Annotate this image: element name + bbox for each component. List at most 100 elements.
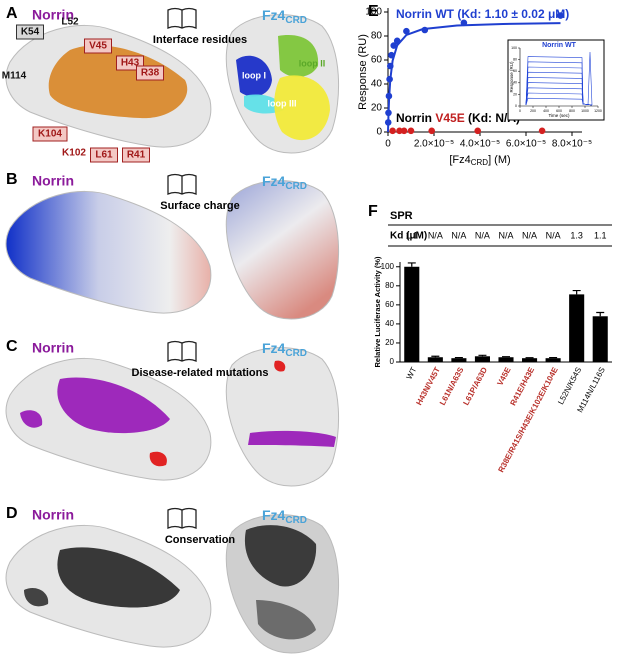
panel: B Norrin Fz4CRD Surface charge bbox=[5, 171, 339, 320]
book-icon bbox=[167, 340, 197, 362]
panel-letter: E bbox=[368, 3, 379, 20]
protein-name: Norrin bbox=[32, 340, 74, 356]
y-tick-label: 0 bbox=[515, 104, 517, 108]
protein-surface bbox=[225, 347, 339, 487]
data-point bbox=[407, 127, 415, 135]
protein-surface bbox=[225, 180, 339, 320]
protein-name: Norrin bbox=[32, 507, 74, 523]
panel-caption: Conservation bbox=[165, 534, 236, 546]
data-point bbox=[428, 127, 436, 135]
surface-patch bbox=[48, 45, 188, 119]
panel-caption: Surface charge bbox=[160, 200, 239, 212]
y-tick-label: 80 bbox=[371, 31, 383, 42]
y-tick-label: 20 bbox=[385, 338, 394, 347]
y-tick-label: 80 bbox=[513, 58, 517, 62]
y-tick-label: 20 bbox=[513, 92, 517, 96]
text-part: Norrin bbox=[396, 111, 435, 125]
data-point bbox=[403, 27, 410, 35]
book-icon bbox=[167, 507, 197, 529]
spr-title: SPR bbox=[390, 210, 413, 222]
x-tick-label: WT bbox=[405, 366, 419, 381]
surface-patch bbox=[244, 525, 317, 587]
x-tick-label: 6.0×10⁻⁵ bbox=[506, 139, 546, 150]
error-bar bbox=[454, 357, 463, 359]
bar bbox=[498, 357, 514, 362]
x-tick-label: 800 bbox=[569, 109, 575, 113]
label-box bbox=[84, 38, 112, 54]
x-axis-label: [Fz4CRD] (M) bbox=[449, 154, 510, 167]
text-part: V45E bbox=[435, 111, 464, 125]
sensorgram bbox=[587, 51, 593, 106]
panel-letter: B bbox=[6, 171, 18, 188]
error-bar bbox=[502, 356, 510, 358]
y-tick-label: 40 bbox=[513, 81, 517, 85]
protein-name: Norrin bbox=[32, 173, 74, 189]
x-tick-label: 400 bbox=[543, 109, 549, 113]
book-icon bbox=[167, 7, 197, 29]
panel-caption: Disease-related mutations bbox=[132, 367, 269, 379]
residue-label: V45 bbox=[89, 41, 107, 52]
surface-patch bbox=[248, 430, 336, 447]
kd-value: N/A bbox=[522, 230, 537, 240]
kd-value: N/A bbox=[475, 230, 490, 240]
y-axis-label: Response (RU) bbox=[357, 34, 369, 110]
surface-patch bbox=[256, 600, 316, 640]
kd-value: N/A bbox=[428, 230, 443, 240]
protein-name: Fz4CRD bbox=[262, 507, 307, 526]
y-axis-label: Relative Luciferase Activity (%) bbox=[373, 256, 382, 368]
residue-label: H43 bbox=[121, 58, 140, 69]
label-box bbox=[122, 147, 150, 163]
bar bbox=[569, 294, 585, 362]
error-bar bbox=[572, 289, 581, 295]
y-tick-label: 40 bbox=[385, 319, 394, 328]
panel-letter: C bbox=[6, 338, 18, 355]
label-box bbox=[32, 126, 68, 142]
kd-value: 1.3 bbox=[570, 230, 583, 240]
data-point bbox=[400, 127, 408, 135]
panel: A Norrin Fz4CRD Interface residues K54 L52 V45… bbox=[2, 5, 339, 163]
residue-label: R38 bbox=[141, 68, 160, 79]
y-tick-label: 60 bbox=[385, 300, 394, 309]
error-bar bbox=[596, 311, 605, 317]
inset-y-label: Response (RU) bbox=[509, 61, 514, 93]
bar bbox=[427, 357, 443, 362]
text-part: ] (M) bbox=[488, 154, 511, 166]
x-tick-label: 2.0×10⁻⁵ bbox=[414, 139, 454, 150]
y-tick-label: 100 bbox=[511, 46, 517, 50]
surface-patch bbox=[57, 377, 171, 434]
x-tick-label: L61P/A63D bbox=[462, 366, 490, 407]
kd-value: 1.1 bbox=[594, 230, 607, 240]
series-label: Norrin V45E (Kd: N/A) bbox=[396, 111, 520, 125]
book-icon bbox=[167, 173, 197, 195]
kd-label: Kd (μM) bbox=[390, 231, 427, 242]
surface-patch bbox=[278, 35, 319, 78]
y-tick-label: 20 bbox=[371, 103, 383, 114]
surface-patch bbox=[236, 55, 272, 97]
y-tick-label: 80 bbox=[385, 281, 394, 290]
book-icon bbox=[167, 340, 197, 362]
error-bar bbox=[549, 357, 558, 359]
sensorgram bbox=[525, 97, 593, 106]
surface-patch bbox=[274, 75, 330, 141]
inset-title: Norrin WT bbox=[542, 42, 577, 49]
x-tick-label: H43N/V45T bbox=[414, 366, 442, 407]
text-part: CRD bbox=[285, 15, 307, 26]
kd-value: N/A bbox=[546, 230, 561, 240]
chart-title: Norrin WT (Kd: 1.10 ± 0.02 μM) bbox=[396, 7, 569, 21]
bar bbox=[545, 358, 561, 362]
text-part: Fz4 bbox=[262, 507, 286, 523]
y-tick-label: 0 bbox=[390, 357, 395, 366]
loop-label: loop II bbox=[299, 58, 326, 68]
panel-letter: A bbox=[6, 5, 18, 22]
data-point bbox=[538, 127, 546, 135]
surface-patch bbox=[274, 360, 286, 372]
surface-patch bbox=[244, 94, 284, 114]
residue-label: L61 bbox=[95, 150, 113, 161]
text-part: CRD bbox=[285, 348, 307, 359]
x-tick-label: 0 bbox=[385, 139, 391, 150]
book-icon bbox=[167, 7, 197, 29]
y-tick-label: 0 bbox=[376, 127, 382, 138]
x-tick-label: L52N/K54S bbox=[556, 366, 583, 406]
text-part: CRD bbox=[285, 181, 307, 192]
